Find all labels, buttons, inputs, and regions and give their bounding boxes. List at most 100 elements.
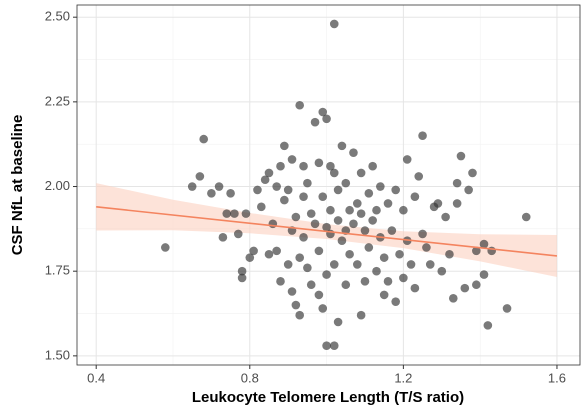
point bbox=[310, 219, 320, 229]
point bbox=[329, 168, 339, 178]
point bbox=[253, 185, 262, 195]
point bbox=[299, 161, 308, 171]
point bbox=[502, 304, 512, 313]
point bbox=[310, 117, 320, 127]
point bbox=[295, 100, 305, 110]
point bbox=[241, 209, 251, 218]
point bbox=[445, 249, 454, 259]
point bbox=[283, 260, 293, 269]
point bbox=[368, 216, 377, 225]
y-tick-label: 1.75 bbox=[45, 263, 70, 278]
point bbox=[264, 249, 274, 259]
point bbox=[472, 246, 481, 256]
point bbox=[214, 182, 224, 191]
x-tick-label: 0.8 bbox=[241, 370, 259, 385]
point bbox=[456, 151, 466, 161]
point bbox=[329, 260, 339, 269]
point bbox=[487, 246, 496, 256]
point bbox=[395, 249, 404, 259]
point bbox=[230, 209, 239, 218]
point bbox=[314, 290, 324, 300]
point bbox=[291, 300, 301, 310]
point bbox=[418, 229, 427, 239]
point bbox=[479, 239, 489, 249]
point bbox=[418, 131, 427, 141]
point bbox=[329, 19, 339, 29]
point bbox=[468, 168, 477, 178]
point bbox=[460, 283, 470, 293]
point bbox=[249, 246, 258, 256]
x-tick-label: 0.4 bbox=[87, 370, 105, 385]
point bbox=[314, 158, 324, 168]
panel-border bbox=[76, 4, 581, 366]
y-tick-label: 1.50 bbox=[45, 347, 70, 362]
point bbox=[414, 172, 424, 181]
point bbox=[479, 270, 489, 279]
point bbox=[303, 263, 312, 273]
x-tick-label: 1.2 bbox=[394, 370, 412, 385]
point bbox=[318, 304, 328, 313]
point bbox=[372, 266, 381, 276]
point bbox=[391, 185, 400, 195]
point bbox=[314, 246, 324, 256]
point bbox=[383, 277, 393, 286]
point bbox=[272, 246, 281, 256]
point bbox=[337, 236, 347, 246]
point bbox=[437, 266, 447, 276]
point bbox=[360, 226, 370, 235]
point bbox=[318, 107, 328, 117]
point bbox=[448, 293, 458, 303]
point bbox=[452, 199, 462, 208]
y-axis-title: CSF NfL at baseline bbox=[9, 115, 26, 256]
point bbox=[341, 280, 351, 290]
point bbox=[195, 172, 205, 181]
point bbox=[322, 270, 331, 279]
y-tick-label: 2.25 bbox=[45, 93, 70, 108]
point bbox=[399, 205, 408, 215]
point bbox=[306, 209, 316, 218]
point bbox=[333, 216, 343, 225]
panel-background bbox=[77, 5, 580, 365]
point bbox=[326, 161, 335, 171]
point bbox=[295, 253, 305, 262]
point bbox=[452, 178, 462, 188]
point bbox=[322, 341, 331, 350]
point bbox=[352, 260, 362, 269]
point bbox=[333, 317, 343, 327]
point bbox=[364, 243, 374, 252]
point bbox=[399, 273, 408, 283]
point bbox=[372, 205, 381, 215]
point bbox=[345, 249, 354, 259]
point bbox=[341, 178, 351, 188]
point bbox=[283, 185, 293, 195]
point bbox=[226, 188, 235, 198]
point bbox=[406, 260, 416, 269]
point bbox=[187, 182, 197, 191]
point bbox=[441, 212, 450, 222]
point bbox=[260, 175, 270, 185]
fit-line bbox=[96, 206, 558, 257]
point bbox=[303, 178, 312, 188]
point bbox=[299, 233, 308, 242]
point bbox=[472, 280, 481, 290]
point bbox=[329, 341, 339, 350]
point bbox=[276, 277, 285, 286]
y-tick-label: 2.00 bbox=[45, 178, 70, 193]
point bbox=[360, 277, 370, 286]
point bbox=[356, 310, 366, 320]
point bbox=[352, 199, 362, 208]
point bbox=[306, 280, 316, 290]
point bbox=[376, 182, 385, 191]
point bbox=[233, 229, 243, 239]
point bbox=[349, 219, 358, 229]
point bbox=[464, 185, 473, 195]
x-axis-title: Leukocyte Telomere Length (T/S ratio) bbox=[192, 389, 464, 406]
point bbox=[207, 188, 216, 198]
point bbox=[326, 205, 335, 215]
point bbox=[287, 155, 297, 164]
point bbox=[322, 114, 331, 124]
point bbox=[272, 182, 281, 191]
point bbox=[333, 185, 343, 195]
point bbox=[337, 141, 347, 151]
